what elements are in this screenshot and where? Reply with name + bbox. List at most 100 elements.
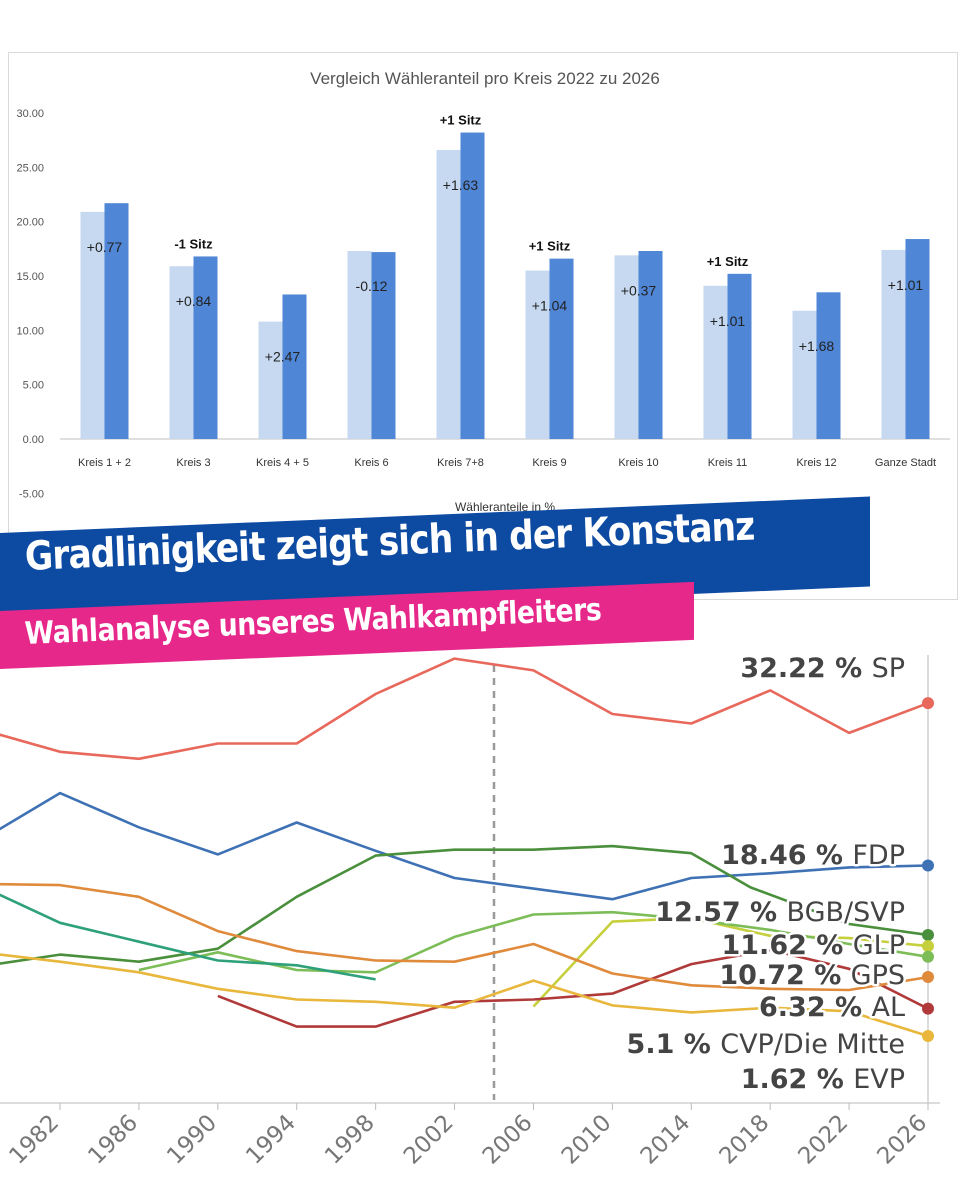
series-label-name: CVP/Die Mitte: [720, 1029, 905, 1060]
series-label: 18.46 % FDP: [721, 840, 905, 871]
bar-chart: Vergleich Wähleranteil pro Kreis 2022 zu…: [16, 69, 950, 514]
x-tick-label: 1998: [320, 1110, 380, 1170]
series-label-value: 1.62 %: [741, 1064, 853, 1095]
diff-label: +1.63: [443, 177, 479, 193]
series-line-al: [217, 948, 929, 1028]
category-label: Kreis 7+8: [437, 457, 484, 469]
category-label: Kreis 12: [796, 457, 836, 469]
bar-2026: [816, 292, 841, 439]
y-tick-label: 25.00: [16, 162, 44, 174]
bar-2026: [460, 132, 485, 439]
bar-2022: [169, 266, 194, 439]
series-label: 11.62 % GLP: [721, 930, 905, 961]
category-label: Kreis 1 + 2: [78, 457, 131, 469]
series-label-value: 32.22 %: [740, 653, 871, 684]
seat-change-label: +1 Sitz: [440, 113, 482, 128]
category-label: Kreis 9: [532, 457, 566, 469]
bar-2026: [549, 258, 574, 439]
category-label: Kreis 11: [708, 457, 748, 469]
series-label-name: EVP: [853, 1064, 905, 1095]
series-label: 6.32 % AL: [759, 992, 905, 1023]
category-label: Kreis 3: [176, 457, 210, 469]
x-tick-label: 2002: [399, 1110, 459, 1170]
bar-2022: [258, 321, 283, 439]
bar-2026: [638, 251, 663, 439]
diff-label: +0.84: [176, 293, 212, 309]
x-tick-label: 2010: [557, 1110, 617, 1170]
series-label-name: SP: [872, 653, 905, 684]
category-label: Kreis 6: [354, 457, 388, 469]
series-line-cvp-die-mitte: [0, 882, 929, 992]
series-label-name: GLP: [853, 930, 905, 961]
series-label: 5.1 % CVP/Die Mitte: [627, 1029, 905, 1060]
bar-2022: [792, 310, 817, 439]
bar-2022: [347, 251, 372, 439]
x-tick-label: 2018: [715, 1110, 775, 1170]
diff-label: +0.37: [621, 282, 657, 298]
diff-label: +1.04: [532, 298, 568, 314]
series-label-name: GPS: [851, 960, 905, 991]
x-tick-label: 1994: [241, 1110, 301, 1170]
bar-2026: [905, 239, 930, 439]
y-tick-label: 10.00: [16, 325, 44, 337]
seat-change-label: +1 Sitz: [529, 239, 571, 254]
y-tick-label: 0.00: [23, 434, 44, 446]
series-label-value: 6.32 %: [759, 992, 871, 1023]
bar-chart-title: Vergleich Wähleranteil pro Kreis 2022 zu…: [310, 69, 660, 88]
bar-2022: [436, 149, 461, 440]
series-label-value: 12.57 %: [655, 897, 786, 928]
series-end-dot: [922, 1030, 934, 1043]
diff-label: +1.68: [799, 338, 835, 354]
series-label-value: 5.1 %: [627, 1029, 721, 1060]
x-tick-label: 2006: [478, 1110, 538, 1170]
series-label: 12.57 % BGB/SVP: [655, 897, 905, 928]
bar-2026: [104, 203, 129, 439]
diff-label: +1.01: [710, 313, 746, 329]
y-tick-label: 30.00: [16, 108, 44, 120]
series-label: 32.22 % SP: [740, 653, 905, 684]
seat-change-label: -1 Sitz: [174, 236, 213, 251]
series-label-name: FDP: [852, 840, 905, 871]
series-label: 1.62 % EVP: [741, 1064, 905, 1095]
series-end-dot: [922, 940, 934, 953]
diff-label: -0.12: [356, 278, 388, 294]
category-label: Kreis 4 + 5: [256, 457, 309, 469]
series-label-value: 10.72 %: [719, 960, 850, 991]
x-tick-label: 2022: [794, 1110, 854, 1170]
series-line-glp: [532, 916, 929, 1008]
series-end-dot: [922, 1002, 934, 1015]
series-line-bgb-svp: [0, 844, 929, 965]
series-line-sp: [0, 657, 929, 761]
bar-2022: [80, 211, 105, 439]
bar-2026: [193, 256, 218, 439]
series-label: 10.72 % GPS: [719, 960, 905, 991]
diff-label: +2.47: [265, 349, 301, 365]
bar-2026: [371, 252, 396, 439]
x-tick-label: 1990: [162, 1110, 222, 1170]
diff-label: +1.01: [888, 277, 924, 293]
series-end-dot: [922, 928, 934, 941]
series-label-value: 18.46 %: [721, 840, 852, 871]
series-end-dot: [922, 971, 934, 984]
category-label: Ganze Stadt: [875, 457, 936, 469]
category-label: Kreis 10: [618, 457, 658, 469]
series-label-name: BGB/SVP: [787, 897, 905, 928]
y-tick-label: -5.00: [19, 488, 44, 500]
bar-2022: [525, 270, 550, 439]
y-tick-label: 15.00: [16, 271, 44, 283]
series-end-dot: [922, 859, 934, 872]
bar-2022: [881, 249, 906, 439]
bar-2022: [703, 285, 728, 439]
series-line-evp: [0, 953, 929, 1038]
seat-change-label: +1 Sitz: [707, 254, 749, 269]
y-tick-label: 20.00: [16, 217, 44, 229]
x-tick-label: 1986: [83, 1110, 143, 1170]
diff-label: +0.77: [87, 239, 123, 255]
bar-2026: [282, 294, 307, 439]
series-end-dot: [922, 950, 934, 963]
series-line-gps-early: [0, 893, 376, 981]
series-label-value: 11.62 %: [721, 930, 852, 961]
x-tick-label: 2026: [872, 1110, 932, 1170]
bar-2022: [614, 255, 639, 439]
